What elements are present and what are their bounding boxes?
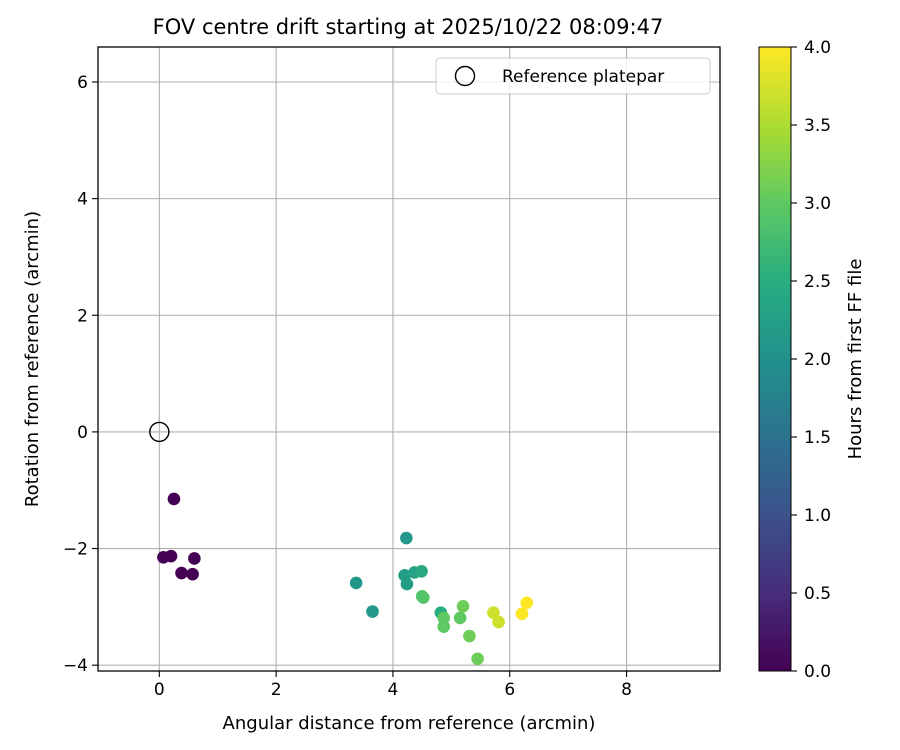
data-point (415, 564, 428, 578)
data-points (157, 492, 533, 666)
x-tick-label: 8 (621, 680, 632, 700)
colorbar-tick-label: 0.5 (804, 584, 831, 604)
data-point (437, 620, 451, 633)
data-point (515, 607, 529, 621)
legend-entry-reference: Reference platepar (502, 67, 664, 87)
data-point (186, 567, 199, 581)
data-point (456, 599, 470, 613)
reference-point (149, 421, 170, 443)
colorbar-tick-label: 1.5 (804, 428, 831, 448)
data-point (437, 611, 451, 625)
data-point (366, 605, 379, 618)
colorbar (758, 46, 792, 672)
y-tick-label: −4 (63, 656, 88, 676)
colorbar-tick-label: 3.5 (804, 116, 831, 136)
data-point (188, 552, 201, 565)
colorbar-tick-label: 0.0 (804, 662, 831, 682)
x-tick-label: 0 (154, 680, 165, 700)
legend: Reference platepar (435, 57, 711, 95)
y-axis-label: Rotation from reference (arcmin) (22, 211, 43, 507)
data-point (167, 492, 181, 506)
reference-platepar-marker (149, 421, 170, 443)
data-point (487, 606, 500, 619)
colorbar-tick-label: 2.0 (804, 350, 831, 370)
data-point (417, 591, 430, 604)
data-point (471, 652, 484, 666)
y-tick-label: 2 (77, 306, 88, 326)
y-tick-label: −2 (63, 540, 88, 560)
x-tick-label: 2 (271, 680, 282, 700)
data-point (463, 629, 476, 643)
colorbar-tick-label: 3.0 (804, 194, 831, 214)
data-point (164, 549, 178, 563)
y-tick-label: 6 (77, 73, 88, 93)
data-point (492, 615, 505, 629)
data-point (400, 531, 413, 545)
x-tick-label: 6 (504, 680, 515, 700)
colorbar-tick-label: 1.0 (804, 506, 831, 526)
legend-reference-marker (454, 65, 476, 87)
data-point (400, 577, 414, 591)
colorbar-ticks: 0.0 0.5 1.0 1.5 2.0 2.5 3.0 3.5 4.0 (791, 38, 831, 682)
data-point (175, 566, 188, 580)
legend-box (435, 57, 711, 95)
y-tick-label: 4 (77, 190, 88, 210)
chart-title: FOV centre drift starting at 2025/10/22 … (153, 15, 664, 39)
data-point (520, 596, 533, 610)
colorbar-tick-label: 4.0 (804, 38, 831, 58)
x-tick-label: 4 (388, 680, 399, 700)
y-axis-ticks: −4 −2 0 2 4 6 (63, 73, 98, 676)
x-axis-ticks: 0 2 4 6 8 (154, 671, 632, 700)
plot-frame (97, 46, 721, 672)
colorbar-label: Hours from first FF file (845, 259, 866, 460)
x-axis-label: Angular distance from reference (arcmin) (223, 713, 596, 734)
y-tick-label: 0 (77, 423, 88, 443)
data-point (349, 576, 363, 590)
colorbar-tick-label: 2.5 (804, 272, 831, 292)
data-point (453, 611, 467, 625)
